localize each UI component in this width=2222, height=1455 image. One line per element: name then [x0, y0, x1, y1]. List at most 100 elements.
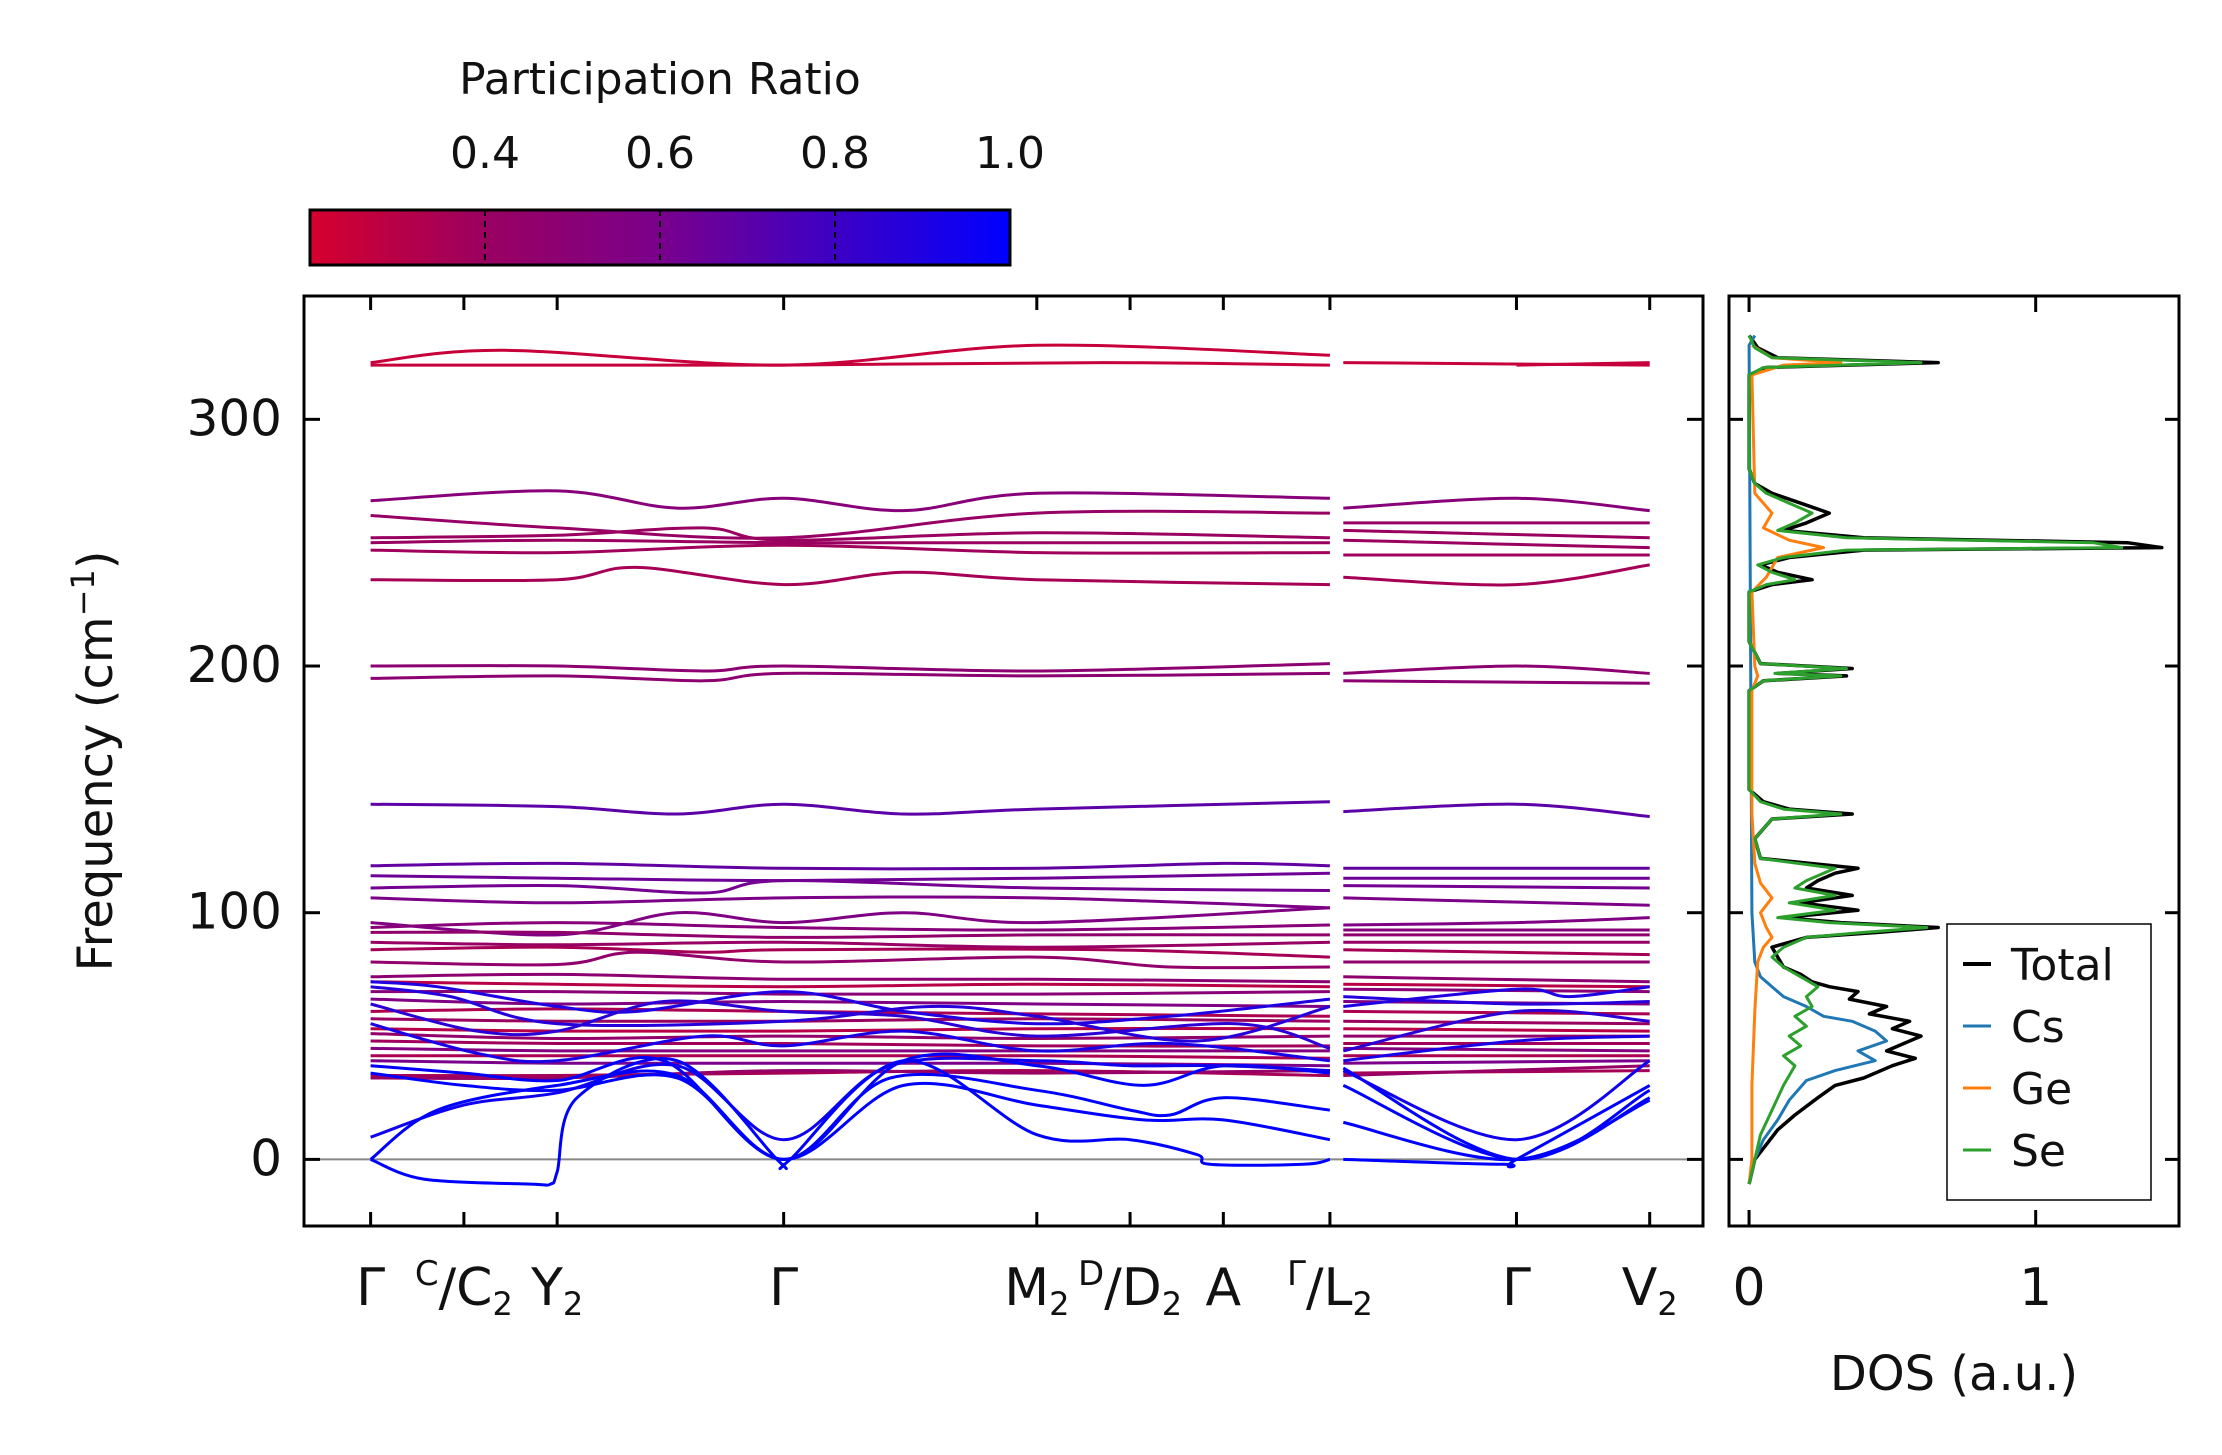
- k-point-label: Γ: [1502, 1258, 1531, 1318]
- band-line: [1343, 995, 1650, 1006]
- band-line: [370, 861, 1330, 871]
- colorbar-tick-label: 0.6: [625, 128, 695, 179]
- k-point-label: Γ: [769, 1258, 798, 1318]
- band-line: [370, 1017, 1330, 1024]
- band-line: [1343, 1046, 1650, 1053]
- dos-x-axis-label: DOS (a.u.): [1830, 1346, 2078, 1402]
- y-tick-label: 200: [187, 636, 282, 694]
- dos-x-tick-label: 0: [1733, 1258, 1766, 1318]
- band-line: [370, 950, 1330, 970]
- band-line: [370, 940, 1330, 949]
- dos-series-se: [1747, 334, 2124, 1185]
- band-line: [370, 1054, 1330, 1060]
- band-line: [370, 997, 1330, 1008]
- band-line: [370, 509, 1330, 540]
- dos-x-tick-label: 1: [2019, 1258, 2052, 1318]
- band-line: [370, 989, 1330, 996]
- k-point-label: Γ: [356, 1258, 385, 1318]
- band-line: [1342, 1008, 1650, 1053]
- k-point-label: Y2: [530, 1258, 583, 1323]
- band-lines: [369, 343, 1651, 1187]
- band-line: [370, 895, 1330, 910]
- band-line: [1343, 563, 1650, 587]
- band-line: [370, 671, 1330, 683]
- band-line: [370, 543, 1330, 555]
- band-path-ticks: [369, 296, 1652, 1226]
- legend-label: Total: [2010, 940, 2114, 991]
- band-line: [1343, 1084, 1651, 1169]
- legend-label: Ge: [2011, 1064, 2072, 1115]
- band-line: [370, 980, 1331, 1026]
- band-line: [370, 1071, 1331, 1161]
- band-line: [370, 538, 1330, 545]
- band-line: [370, 361, 1330, 367]
- band-line: [370, 662, 1330, 673]
- band-line: [1343, 982, 1650, 989]
- k-point-label: C/C2: [415, 1254, 513, 1323]
- band-line: [1343, 884, 1650, 890]
- y-tick-label: 300: [187, 389, 282, 447]
- band-line: [370, 1056, 1330, 1142]
- band-y-ticks: 0 100 200 300: [187, 389, 1703, 1187]
- band-line: [1343, 1064, 1650, 1077]
- band-line: [370, 1046, 1330, 1053]
- band-axes-frame: [302, 294, 1705, 1228]
- band-line: [1342, 1059, 1651, 1142]
- k-point-label: D/D2: [1078, 1254, 1182, 1323]
- band-line: [370, 879, 1330, 895]
- band-line: [370, 1026, 1330, 1033]
- band-x-labels: Γ C/C2 Y2 Γ M2D/D2 A Γ/L2 Γ V2: [356, 1254, 1678, 1323]
- band-line: [370, 526, 1330, 542]
- band-line: [370, 972, 1330, 984]
- band-line: [1343, 1034, 1650, 1063]
- band-line: [1343, 948, 1650, 957]
- band-line: [370, 800, 1330, 816]
- band-line: [1516, 361, 1650, 367]
- band-line: [1343, 975, 1650, 984]
- y-tick-label: 100: [187, 883, 282, 941]
- legend-label: Cs: [2011, 1002, 2065, 1053]
- legend-label: Se: [2011, 1126, 2066, 1177]
- band-line: [1343, 679, 1650, 685]
- y-tick-label: 0: [250, 1129, 282, 1187]
- band-line: [370, 980, 1330, 989]
- dos-legend: Total Cs Ge Se: [1946, 923, 2152, 1201]
- colorbar-label: Participation Ratio: [459, 54, 861, 105]
- band-line: [370, 489, 1330, 513]
- band-y-axis-label: Frequency (cm−1): [64, 550, 124, 971]
- band-line: [1343, 1019, 1650, 1026]
- band-line: [370, 1057, 1331, 1187]
- k-point-label: M2: [1004, 1258, 1069, 1323]
- band-structure-panel: 0 100 200 300 Γ C/C2 Y2 Γ M2D/D2 A Γ/L2 Γ V2 Freque…: [64, 294, 1705, 1323]
- band-line: [370, 930, 1330, 939]
- colorbar-ticks: 0.4 0.6 0.8 1.0: [450, 128, 1045, 265]
- band-line: [1343, 664, 1650, 675]
- band-line: [1343, 1027, 1650, 1033]
- band-line: [369, 1069, 1331, 1161]
- dos-series-ge: [1747, 344, 1843, 1185]
- band-line: [370, 1059, 1330, 1068]
- dos-series-cs: [1747, 334, 1889, 1185]
- band-line: [370, 565, 1330, 587]
- band-line: [1343, 1059, 1650, 1065]
- band-line: [1343, 802, 1650, 818]
- colorbar: Participation Ratio 0.4 0.6 0.8 1.0: [308, 54, 1045, 267]
- band-line: [1343, 496, 1650, 513]
- band-line: [1343, 896, 1650, 907]
- band-line: [370, 945, 1330, 959]
- band-line: [370, 999, 1331, 1050]
- legend-box: [1946, 923, 2152, 1201]
- k-point-label: V2: [1622, 1258, 1678, 1323]
- k-point-label: Γ/L2: [1287, 1254, 1373, 1323]
- band-line: [1343, 916, 1650, 927]
- band-line: [1343, 538, 1650, 550]
- band-line: [370, 1022, 1331, 1064]
- band-line: [1342, 1066, 1651, 1161]
- colorbar-tick-label: 1.0: [975, 128, 1045, 179]
- band-line: [370, 871, 1330, 883]
- dos-axes-frame: [1727, 294, 2181, 1228]
- band-line: [370, 921, 1330, 932]
